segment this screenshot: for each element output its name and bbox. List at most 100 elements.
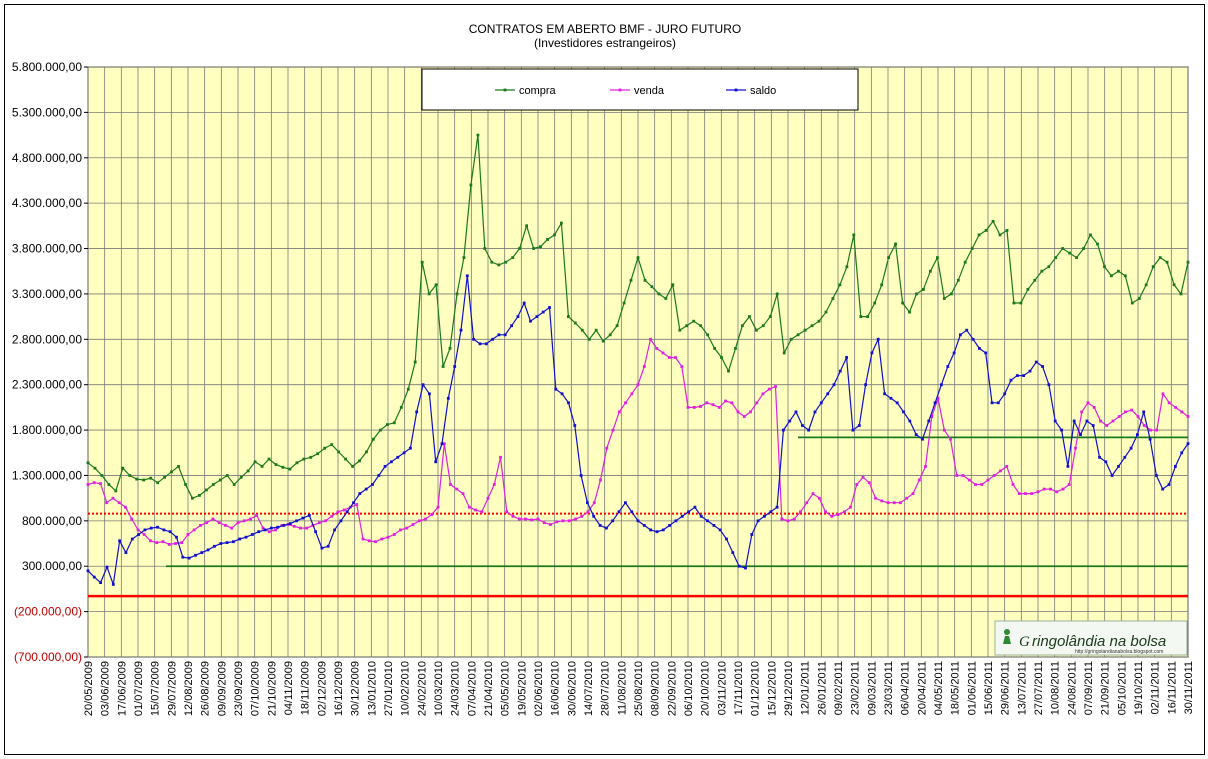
legend-box — [421, 68, 859, 111]
data-point-compra — [1130, 301, 1134, 305]
data-point-venda — [430, 513, 434, 516]
data-point-saldo — [276, 525, 280, 529]
data-point-saldo — [263, 528, 267, 532]
data-point-venda — [255, 514, 259, 517]
data-point-venda — [480, 510, 484, 514]
data-point-venda — [174, 542, 177, 545]
data-point-saldo — [421, 383, 425, 387]
data-point-saldo — [99, 581, 102, 584]
data-point-saldo — [864, 383, 867, 387]
data-point-compra — [929, 269, 932, 273]
reference-lines — [88, 436, 1188, 598]
data-point-compra — [567, 315, 570, 318]
data-point-compra — [956, 278, 960, 282]
data-point-venda — [1017, 492, 1021, 495]
data-point-venda — [655, 347, 659, 350]
data-point-saldo — [409, 446, 412, 450]
data-point-saldo — [883, 392, 886, 396]
data-point-saldo — [832, 383, 836, 387]
data-point-venda — [374, 540, 377, 544]
data-point-venda — [411, 523, 415, 526]
data-point-venda — [924, 465, 927, 468]
data-point-compra — [1040, 269, 1044, 273]
data-point-venda — [1049, 487, 1052, 491]
data-point-compra — [831, 297, 835, 300]
data-point-saldo — [1104, 460, 1108, 464]
data-point-saldo — [782, 428, 785, 432]
data-point-venda — [1036, 490, 1040, 494]
data-point-saldo — [238, 537, 242, 541]
data-point-compra — [1117, 269, 1120, 273]
data-point-venda — [317, 521, 321, 525]
data-point-saldo — [567, 401, 570, 405]
data-point-venda — [849, 505, 852, 509]
data-point-venda — [1055, 490, 1059, 494]
x-tick-label: 01/07/2009 — [133, 661, 145, 716]
data-point-saldo — [181, 555, 185, 559]
data-point-saldo — [225, 541, 229, 544]
x-tick-label: 18/05/2011 — [950, 661, 962, 715]
data-point-venda — [117, 501, 121, 505]
data-point-saldo — [1066, 465, 1070, 468]
data-point-venda — [99, 482, 102, 485]
data-point-venda — [105, 501, 109, 505]
data-point-venda — [417, 519, 421, 523]
data-point-venda — [524, 517, 527, 521]
data-point-compra — [727, 369, 730, 373]
data-point-saldo — [737, 564, 741, 568]
x-tick-label: 30/12/2009 — [350, 661, 362, 716]
data-point-venda — [830, 514, 834, 518]
data-point-venda — [380, 537, 384, 541]
data-point-venda — [211, 517, 215, 521]
watermark: G ringolândia na bolsa http://gringoland… — [994, 620, 1188, 656]
data-point-compra — [880, 283, 884, 287]
x-tick-label: 23/02/2011 — [850, 661, 862, 715]
data-point-venda — [886, 501, 890, 505]
data-point-saldo — [232, 540, 235, 544]
data-point-venda — [249, 517, 252, 521]
data-point-saldo — [952, 351, 956, 355]
data-point-compra — [1089, 233, 1092, 237]
watermark-url: http://gringolandianabolsa.blogspot.com — [1075, 649, 1163, 655]
data-point-saldo — [1117, 465, 1120, 468]
data-point-saldo — [428, 392, 431, 396]
data-point-saldo — [320, 546, 324, 550]
data-point-compra — [239, 475, 243, 479]
data-point-saldo — [1041, 365, 1044, 368]
data-point-compra — [768, 315, 772, 318]
x-tick-label: 04/05/2011 — [933, 661, 945, 715]
data-point-saldo — [1129, 446, 1133, 450]
data-point-venda — [961, 474, 965, 477]
data-point-compra — [1151, 265, 1155, 269]
data-point-compra — [685, 324, 689, 328]
data-point-venda — [1174, 406, 1177, 409]
data-point-venda — [236, 521, 240, 525]
data-point-compra — [629, 278, 633, 282]
y-tick-label: 1.800.000,00 — [12, 423, 82, 437]
data-point-compra — [170, 470, 173, 474]
data-point-saldo — [1180, 451, 1184, 455]
x-tick-label: 29/07/2009 — [166, 661, 178, 716]
data-point-saldo — [1142, 410, 1146, 414]
data-point-saldo — [1072, 419, 1076, 423]
data-point-compra — [469, 183, 473, 187]
data-point-saldo — [560, 392, 564, 396]
data-point-compra — [309, 455, 313, 459]
x-tick-label: 07/09/2011 — [1083, 661, 1095, 715]
watermark-text: ringolândia na bolsa — [1032, 633, 1166, 650]
data-point-venda — [367, 539, 371, 543]
data-point-compra — [1172, 283, 1176, 287]
data-point-venda — [580, 514, 584, 518]
data-point-venda — [261, 526, 265, 530]
data-point-venda — [942, 428, 946, 432]
y-tick-label: 5.800.000,00 — [12, 60, 82, 74]
data-point-saldo — [295, 519, 298, 523]
data-point-venda — [1099, 419, 1102, 423]
data-point-compra — [671, 283, 675, 287]
data-point-venda — [474, 508, 477, 512]
data-point-saldo — [554, 387, 558, 391]
data-point-compra — [191, 496, 194, 500]
data-point-saldo — [1034, 360, 1038, 364]
x-tick-label: 15/07/2009 — [150, 661, 162, 716]
data-point-venda — [786, 519, 790, 523]
